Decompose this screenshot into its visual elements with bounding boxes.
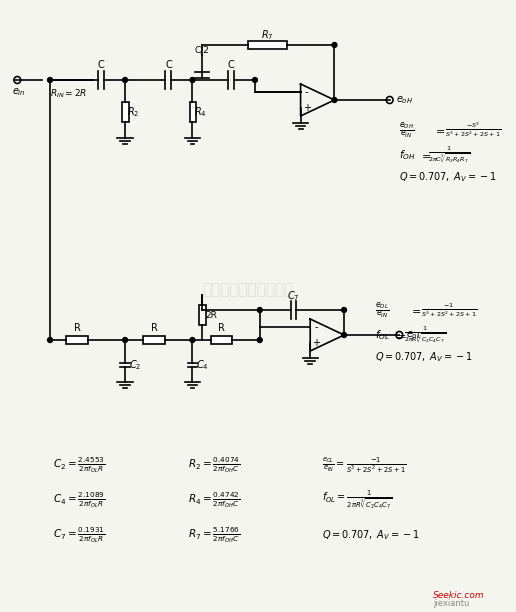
Text: $R_4$: $R_4$	[194, 105, 206, 119]
Text: $C_2$: $C_2$	[128, 358, 141, 372]
Text: $f_{OL}$: $f_{OL}$	[375, 328, 390, 342]
Text: Seekic.com: Seekic.com	[433, 591, 485, 600]
Text: $\frac{e_{OL}}{e_{IN}} = \frac{-1}{S^3+2S^2+2S+1}$: $\frac{e_{OL}}{e_{IN}} = \frac{-1}{S^3+2…	[322, 455, 407, 475]
Text: $e_{oL}$: $e_{oL}$	[406, 329, 422, 341]
Text: $\frac{-S^3}{S^3+2S^2+2S+1}$: $\frac{-S^3}{S^3+2S^2+2S+1}$	[445, 121, 502, 140]
Text: $C_2 = \frac{2.4553}{2\pi f_{OL}R}$: $C_2 = \frac{2.4553}{2\pi f_{OL}R}$	[53, 455, 105, 475]
Text: $Q = 0.707,\ A_V = -1$: $Q = 0.707,\ A_V = -1$	[375, 350, 473, 364]
Circle shape	[386, 97, 393, 103]
Text: jiexiantu: jiexiantu	[433, 600, 470, 608]
Text: C/2: C/2	[195, 45, 209, 54]
Text: $f_{OH}$: $f_{OH}$	[399, 148, 416, 162]
Bar	[143, 336, 165, 344]
Text: $C_4$: $C_4$	[196, 358, 208, 372]
Text: $R_7$: $R_7$	[261, 28, 274, 42]
Text: $\frac{1}{2\pi C\sqrt[3]{R_2 R_4 R_7}}$: $\frac{1}{2\pi C\sqrt[3]{R_2 R_4 R_7}}$	[428, 145, 470, 165]
Circle shape	[396, 332, 402, 338]
Circle shape	[123, 337, 127, 343]
Text: 杭州捷睿科技有限公司: 杭州捷睿科技有限公司	[203, 283, 294, 297]
Text: $Q = 0.707, \ A_V = -1$: $Q = 0.707, \ A_V = -1$	[322, 528, 420, 542]
Bar	[67, 336, 88, 344]
Text: 2R: 2R	[206, 310, 218, 319]
Text: $R_{IN}=2R$: $R_{IN}=2R$	[50, 88, 87, 100]
Bar	[122, 102, 129, 122]
Circle shape	[47, 78, 53, 83]
Circle shape	[252, 78, 257, 83]
Text: $\frac{1}{2\pi R\sqrt[3]{C_2 C_4 C_7}}$: $\frac{1}{2\pi R\sqrt[3]{C_2 C_4 C_7}}$	[404, 325, 446, 345]
Text: $\frac{-1}{S^3+2S^2+2S+1}$: $\frac{-1}{S^3+2S^2+2S+1}$	[422, 301, 478, 319]
Text: C: C	[165, 60, 172, 70]
Circle shape	[332, 97, 337, 102]
Bar	[211, 336, 232, 344]
Circle shape	[257, 337, 262, 343]
Bar	[199, 305, 206, 325]
Text: -: -	[305, 87, 309, 97]
Text: $\frac{e_{OL}}{e_{IN}}$: $\frac{e_{OL}}{e_{IN}}$	[375, 300, 390, 320]
Circle shape	[190, 78, 195, 83]
Circle shape	[190, 337, 195, 343]
Circle shape	[14, 76, 21, 83]
Text: C: C	[228, 60, 234, 70]
Text: $e_{in}$: $e_{in}$	[11, 86, 25, 98]
Text: $=$: $=$	[433, 125, 445, 135]
Bar	[248, 41, 287, 49]
Circle shape	[123, 78, 127, 83]
Text: $R_2$: $R_2$	[126, 105, 139, 119]
Text: $C_7$: $C_7$	[287, 289, 300, 303]
Text: $R_4 = \frac{0.4742}{2\pi f_{OH}C}$: $R_4 = \frac{0.4742}{2\pi f_{OH}C}$	[188, 490, 240, 510]
Text: $C_4 = \frac{2.1089}{2\pi f_{OL}R}$: $C_4 = \frac{2.1089}{2\pi f_{OL}R}$	[53, 490, 105, 510]
Text: $=$: $=$	[409, 305, 421, 315]
Text: $R_2 = \frac{0.4074}{2\pi f_{OH}C}$: $R_2 = \frac{0.4074}{2\pi f_{OH}C}$	[188, 455, 240, 475]
Text: +: +	[312, 338, 320, 348]
Text: R: R	[218, 323, 225, 333]
Text: -: -	[315, 322, 318, 332]
Circle shape	[257, 307, 262, 313]
Text: R: R	[74, 323, 80, 333]
Text: $Q = 0.707,\ A_V = -1$: $Q = 0.707,\ A_V = -1$	[399, 170, 497, 184]
Text: C: C	[98, 60, 104, 70]
Text: $R_7 = \frac{5.1766}{2\pi f_{OH}C}$: $R_7 = \frac{5.1766}{2\pi f_{OH}C}$	[188, 525, 240, 545]
Text: $\frac{e_{OH}}{e_{IN}}$: $\frac{e_{OH}}{e_{IN}}$	[399, 120, 415, 140]
Text: $=$: $=$	[418, 150, 431, 160]
Circle shape	[342, 307, 346, 313]
Text: +: +	[303, 103, 311, 113]
Text: $f_{OL} = \frac{1}{2\pi R\sqrt[3]{C_2 C_4 C_7}}$: $f_{OL} = \frac{1}{2\pi R\sqrt[3]{C_2 C_…	[322, 488, 393, 512]
Text: R: R	[151, 323, 157, 333]
Bar	[189, 102, 196, 122]
Circle shape	[342, 332, 346, 337]
Circle shape	[47, 337, 53, 343]
Text: $e_{oH}$: $e_{oH}$	[396, 94, 413, 106]
Text: $C_7 = \frac{0.1931}{2\pi f_{OL}R}$: $C_7 = \frac{0.1931}{2\pi f_{OL}R}$	[53, 525, 105, 545]
Text: $=$: $=$	[395, 330, 407, 340]
Circle shape	[332, 42, 337, 48]
